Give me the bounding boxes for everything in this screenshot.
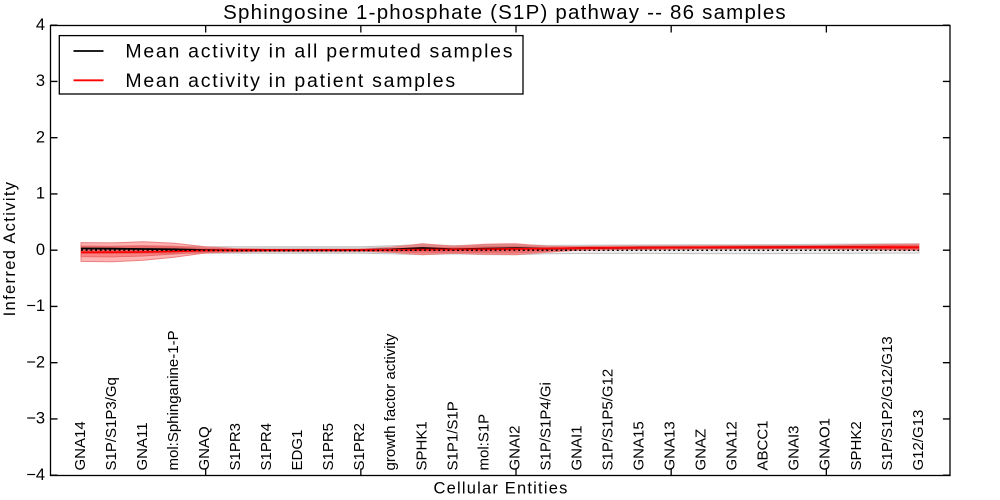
svg-text:0: 0 — [36, 241, 45, 259]
svg-text:GNAI3: GNAI3 — [786, 425, 803, 470]
svg-text:Sphingosine 1-phosphate (S1P): Sphingosine 1-phosphate (S1P) pathway --… — [223, 1, 787, 24]
svg-text:Cellular Entities: Cellular Entities — [433, 480, 568, 498]
svg-text:S1PR2: S1PR2 — [351, 423, 368, 471]
svg-text:GNAZ: GNAZ — [693, 429, 710, 471]
svg-text:GNA15: GNA15 — [631, 421, 648, 470]
svg-text:−2: −2 — [26, 353, 45, 371]
svg-text:GNA12: GNA12 — [724, 421, 741, 470]
svg-text:SPHK2: SPHK2 — [848, 421, 865, 470]
svg-text:GNAQ: GNAQ — [196, 426, 213, 470]
svg-text:S1P/S1P2/G12/G13: S1P/S1P2/G12/G13 — [879, 336, 896, 470]
svg-text:GNAI2: GNAI2 — [506, 425, 523, 470]
svg-text:GNAI1: GNAI1 — [568, 425, 585, 470]
svg-text:S1PR4: S1PR4 — [258, 423, 275, 471]
svg-text:mol:S1P: mol:S1P — [475, 414, 492, 471]
svg-text:S1P1/S1P: S1P1/S1P — [444, 401, 461, 470]
svg-text:ABCC1: ABCC1 — [755, 420, 772, 470]
svg-text:−1: −1 — [26, 297, 45, 315]
svg-text:S1P/S1P5/G12: S1P/S1P5/G12 — [600, 369, 617, 471]
svg-text:EDG1: EDG1 — [289, 430, 306, 471]
svg-text:growth factor activity: growth factor activity — [382, 333, 399, 470]
svg-text:S1PR3: S1PR3 — [227, 423, 244, 471]
svg-text:SPHK1: SPHK1 — [413, 421, 430, 470]
svg-text:mol:Sphinganine-1-P: mol:Sphinganine-1-P — [165, 330, 182, 470]
svg-text:Inferred Activity: Inferred Activity — [1, 181, 19, 317]
svg-text:GNA11: GNA11 — [134, 422, 151, 470]
svg-text:Mean activity in all permuted: Mean activity in all permuted samples — [125, 41, 514, 63]
svg-text:S1P/S1P3/Gq: S1P/S1P3/Gq — [103, 377, 120, 470]
svg-text:S1P/S1P4/Gi: S1P/S1P4/Gi — [537, 382, 554, 470]
svg-text:2: 2 — [36, 128, 45, 146]
svg-text:1: 1 — [36, 185, 45, 203]
svg-text:GNAO1: GNAO1 — [817, 418, 834, 471]
svg-text:3: 3 — [36, 72, 45, 90]
svg-text:−3: −3 — [26, 410, 45, 428]
svg-text:S1PR5: S1PR5 — [320, 423, 337, 471]
svg-text:4: 4 — [36, 16, 45, 34]
svg-text:−4: −4 — [26, 466, 45, 484]
svg-text:GNA13: GNA13 — [662, 421, 679, 470]
svg-text:G12/G13: G12/G13 — [910, 410, 927, 471]
svg-text:Mean activity in patient sampl: Mean activity in patient samples — [125, 70, 456, 92]
svg-text:GNA14: GNA14 — [72, 421, 89, 470]
